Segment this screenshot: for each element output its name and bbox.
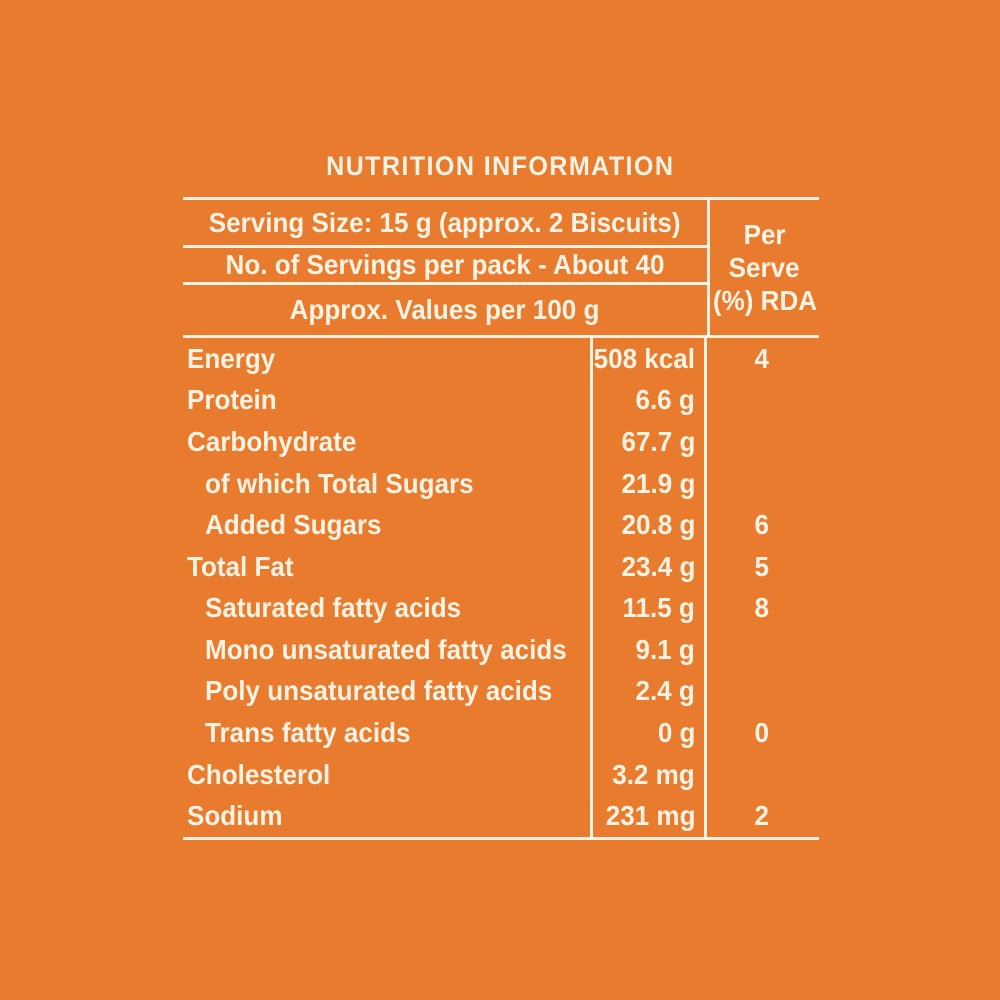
servings-per-pack-text: No. of Servings per pack - About 40	[225, 249, 665, 280]
nutrient-name: Energy	[183, 343, 590, 375]
nutrient-rda: 8	[707, 592, 816, 624]
nutrient-value-text: 231 mg	[605, 800, 695, 832]
approx-values-text: Approx. Values per 100 g	[290, 294, 600, 325]
nutrient-rda-text: 8	[754, 592, 769, 624]
approx-values-row: Approx. Values per 100 g	[183, 285, 707, 335]
nutrient-name-text: Total Fat	[187, 550, 294, 582]
table-row-trans-fatty-acids: Trans fatty acids 0 g 0	[183, 712, 819, 754]
table-row-mono-unsaturated: Mono unsaturated fatty acids 9.1 g	[183, 629, 819, 671]
nutrient-name: Cholesterol	[183, 759, 590, 791]
nutrient-rda	[707, 426, 816, 458]
nutrient-value-text: 3.2 mg	[612, 758, 695, 790]
table-body: Energy 508 kcal 4 Protein 6.6 g Carbohyd…	[183, 338, 819, 840]
nutrient-name-text: Mono unsaturated fatty acids	[205, 633, 567, 665]
nutrient-rda: 4	[707, 343, 816, 375]
nutrient-rda-text: 0	[754, 716, 769, 748]
nutrient-name-text: Added Sugars	[205, 509, 382, 541]
nutrient-name: Total Fat	[183, 551, 590, 583]
nutrient-value: 231 mg	[590, 795, 707, 837]
nutrient-value: 23.4 g	[590, 545, 707, 588]
nutrient-value-text: 23.4 g	[621, 550, 695, 582]
servings-per-pack-row: No. of Servings per pack - About 40	[183, 248, 707, 285]
nutrient-value: 3.2 mg	[590, 753, 707, 796]
page-title-text: NUTRITION INFORMATION	[325, 151, 675, 181]
nutrient-name-text: Sodium	[187, 800, 283, 832]
table-row-saturated-fatty-acids: Saturated fatty acids 11.5 g 8	[183, 587, 819, 630]
nutrient-value-text: 67.7 g	[621, 425, 695, 457]
nutrient-name: Carbohydrate	[183, 426, 590, 458]
nutrient-value-text: 9.1 g	[635, 633, 695, 665]
table-row-total-sugars: of which Total Sugars 21.9 g	[183, 462, 819, 505]
nutrient-value: 2.4 g	[590, 670, 707, 713]
page-title: NUTRITION INFORMATION	[0, 150, 1000, 182]
per-serve-line2: Serve	[729, 252, 800, 283]
nutrient-rda: 6	[707, 509, 816, 541]
nutrient-rda-text: 6	[754, 509, 769, 541]
nutrient-name-text: Energy	[187, 342, 276, 374]
table-row-added-sugars: Added Sugars 20.8 g 6	[183, 504, 819, 546]
table-row-energy: Energy 508 kcal 4	[183, 338, 819, 380]
nutrient-name: Saturated fatty acids	[183, 592, 590, 624]
nutrient-rda-text: 2	[754, 800, 769, 832]
nutrient-value-text: 11.5 g	[622, 592, 695, 624]
nutrient-value: 6.6 g	[590, 379, 707, 422]
nutrient-rda	[707, 759, 816, 791]
nutrient-name: Protein	[183, 384, 590, 416]
per-serve-line3: (%) RDA	[712, 285, 817, 316]
table-row-cholesterol: Cholesterol 3.2 mg	[183, 753, 819, 796]
nutrition-table: Serving Size: 15 g (approx. 2 Biscuits) …	[183, 197, 819, 840]
nutrient-value: 67.7 g	[590, 421, 707, 463]
nutrient-name: Mono unsaturated fatty acids	[183, 634, 590, 666]
nutrient-rda: 5	[707, 551, 816, 583]
nutrient-name-text: Trans fatty acids	[205, 716, 411, 748]
nutrient-name: Poly unsaturated fatty acids	[183, 675, 590, 707]
table-row-carbohydrate: Carbohydrate 67.7 g	[183, 421, 819, 463]
table-header-left: Serving Size: 15 g (approx. 2 Biscuits) …	[183, 200, 707, 335]
serving-size-text: Serving Size: 15 g (approx. 2 Biscuits)	[209, 206, 681, 238]
nutrient-value-text: 21.9 g	[621, 467, 695, 499]
nutrient-name-text: Protein	[187, 384, 277, 416]
nutrient-value-text: 20.8 g	[621, 509, 695, 541]
table-row-sodium: Sodium 231 mg 2	[183, 795, 819, 837]
table-header: Serving Size: 15 g (approx. 2 Biscuits) …	[183, 200, 819, 338]
nutrient-name: Trans fatty acids	[183, 717, 590, 749]
nutrient-rda-text: 5	[754, 550, 769, 582]
nutrient-name: Sodium	[183, 800, 590, 832]
nutrient-rda	[707, 384, 816, 416]
nutrient-value-text: 508 kcal	[593, 342, 695, 374]
nutrient-name: Added Sugars	[183, 509, 590, 541]
table-row-poly-unsaturated: Poly unsaturated fatty acids 2.4 g	[183, 670, 819, 713]
nutrient-rda: 2	[707, 800, 816, 832]
nutrient-rda	[707, 468, 816, 500]
nutrient-name-text: Poly unsaturated fatty acids	[205, 675, 553, 707]
table-row-protein: Protein 6.6 g	[183, 379, 819, 422]
serving-size-row: Serving Size: 15 g (approx. 2 Biscuits)	[183, 200, 707, 248]
table-row-total-fat: Total Fat 23.4 g 5	[183, 545, 819, 588]
per-serve-rda-header: Per Serve (%) RDA	[707, 200, 819, 335]
nutrient-value: 20.8 g	[590, 504, 707, 546]
nutrient-name: of which Total Sugars	[183, 468, 590, 500]
nutrient-value: 0 g	[590, 712, 707, 754]
nutrient-name-text: Cholesterol	[187, 758, 331, 790]
nutrient-value: 21.9 g	[590, 462, 707, 505]
nutrient-value: 508 kcal	[590, 338, 707, 380]
nutrient-name-text: Saturated fatty acids	[205, 592, 462, 624]
nutrient-value-text: 2.4 g	[635, 675, 695, 707]
nutrient-name-text: Carbohydrate	[187, 425, 357, 457]
nutrient-rda: 0	[707, 717, 816, 749]
nutrient-value: 9.1 g	[590, 629, 707, 671]
nutrient-value-text: 6.6 g	[635, 384, 695, 416]
nutrient-rda	[707, 634, 816, 666]
per-serve-line1: Per	[743, 219, 786, 250]
nutrient-rda	[707, 675, 816, 707]
nutrient-value-text: 0 g	[657, 716, 695, 748]
nutrient-rda-text: 4	[754, 342, 769, 374]
nutrient-value: 11.5 g	[590, 587, 707, 630]
nutrient-name-text: of which Total Sugars	[205, 467, 474, 499]
